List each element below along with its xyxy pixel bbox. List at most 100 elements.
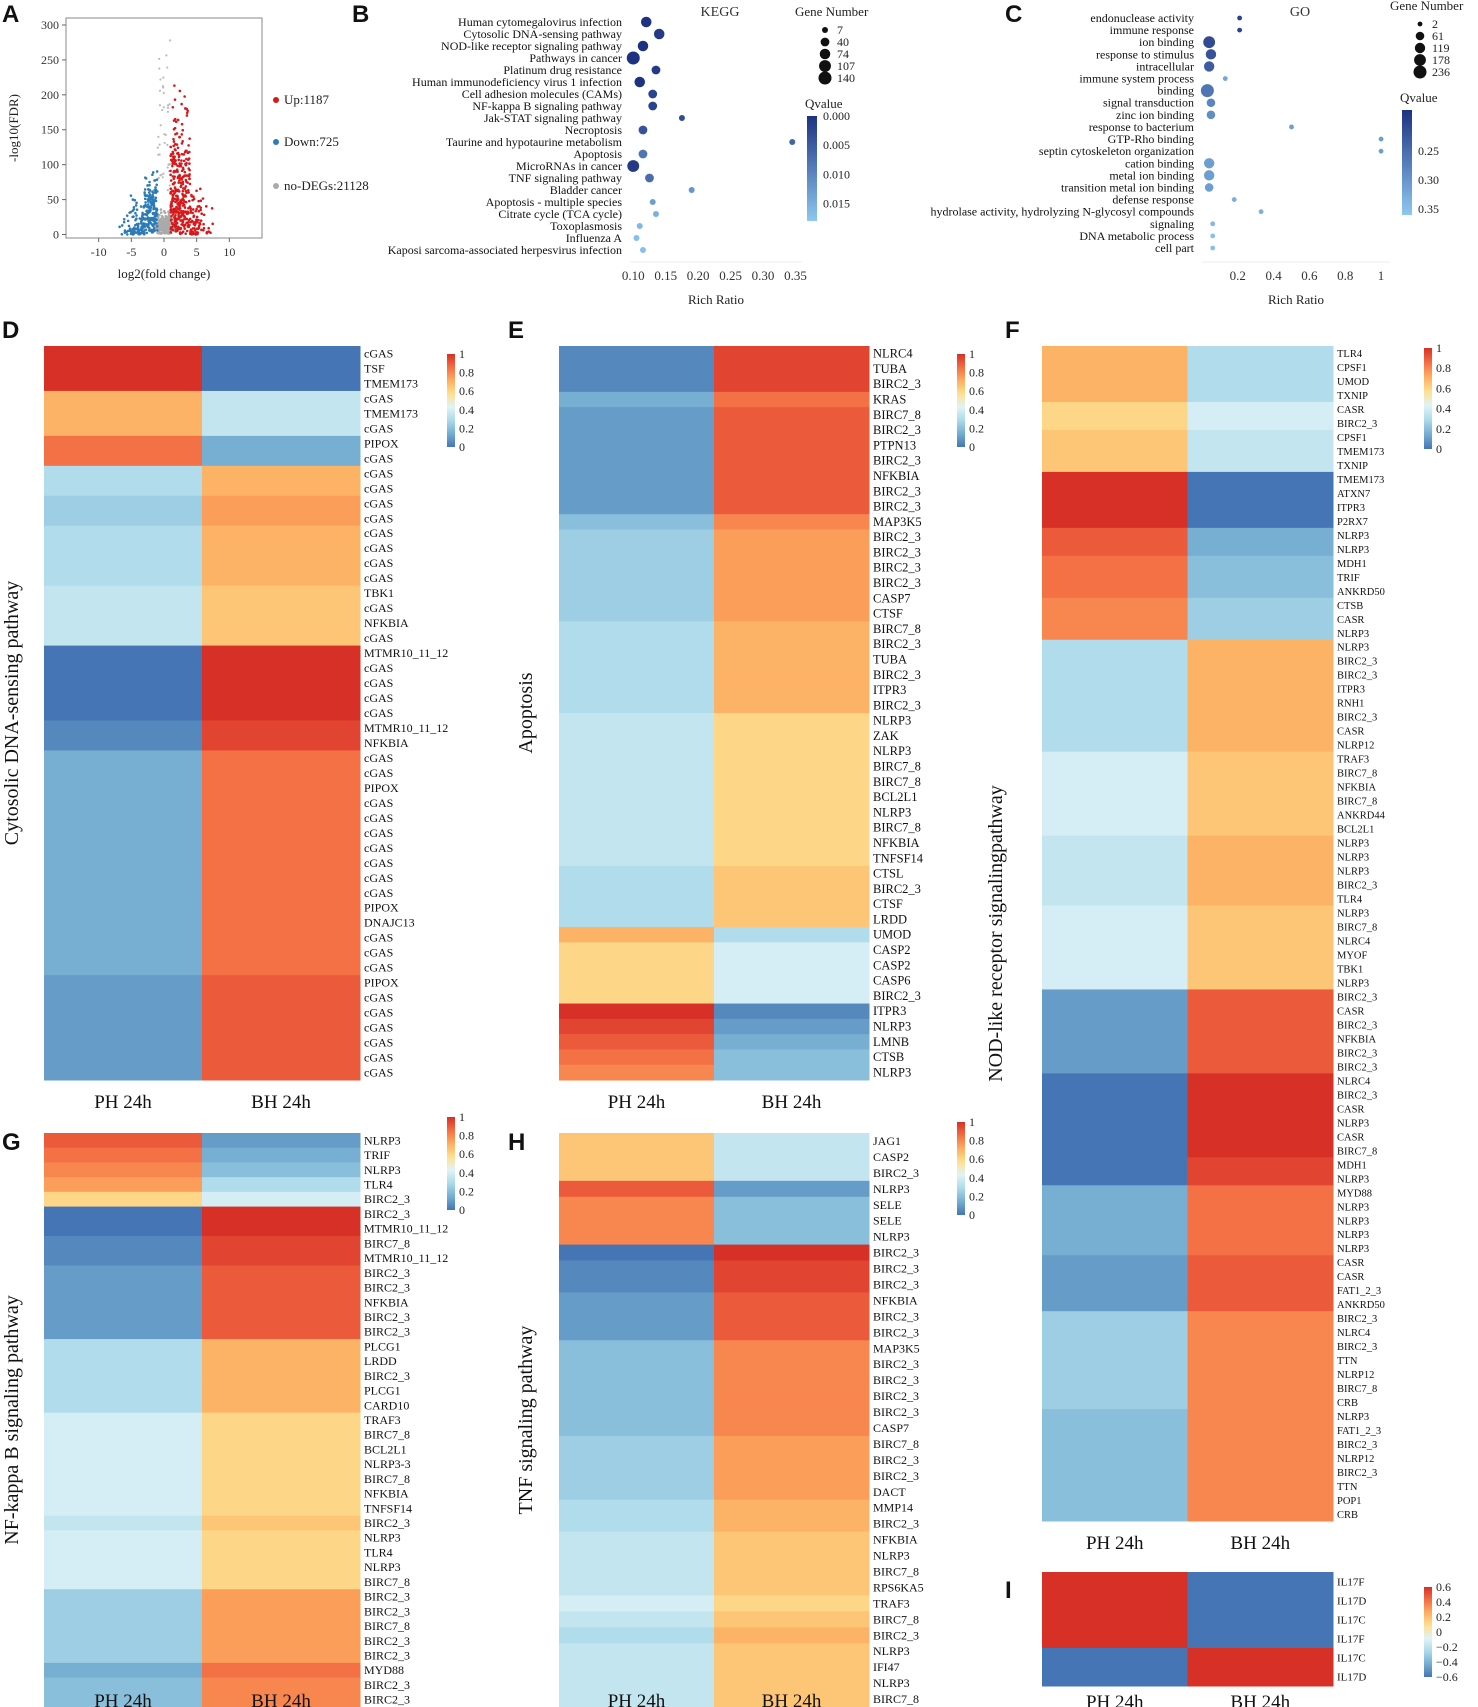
point-down bbox=[131, 232, 135, 236]
x-tick-label: 0.30 bbox=[752, 268, 775, 283]
size-legend-label: 178 bbox=[1432, 53, 1450, 67]
point-up bbox=[173, 215, 176, 219]
row-label: ITPR3 bbox=[873, 683, 906, 697]
point-down bbox=[140, 228, 143, 231]
row-label: BIRC2_3 bbox=[1337, 1062, 1377, 1073]
heat-cell-ph bbox=[1042, 1367, 1188, 1382]
heat-cell-ph bbox=[559, 1324, 715, 1341]
heat-cell-ph bbox=[44, 975, 203, 991]
point-up bbox=[172, 140, 176, 143]
row-label: ITPR3 bbox=[873, 1004, 906, 1018]
heat-cell-ph bbox=[44, 810, 203, 826]
heat-cell-bh bbox=[202, 825, 361, 841]
point-no-deg bbox=[159, 208, 163, 211]
heat-cell-bh bbox=[714, 1260, 870, 1277]
category-label: septin cytoskeleton organization bbox=[1039, 144, 1194, 158]
row-label: BIRC2_3 bbox=[873, 484, 921, 498]
row-label: NLRP3 bbox=[873, 805, 911, 819]
point-down bbox=[155, 224, 159, 228]
point-up bbox=[199, 206, 203, 209]
point-up bbox=[199, 187, 202, 191]
row-label: BIRC2_3 bbox=[873, 1357, 919, 1371]
row-label: cGAS bbox=[364, 451, 393, 465]
pathway-label: TNF signaling pathway bbox=[515, 1326, 537, 1515]
row-label: BIRC2_3 bbox=[364, 1693, 410, 1707]
heat-cell-ph bbox=[44, 1500, 203, 1517]
point-up bbox=[194, 233, 197, 236]
row-label: TNFSF14 bbox=[873, 851, 924, 865]
heat-cell-ph bbox=[1042, 821, 1188, 837]
row-label: ANKRD44 bbox=[1337, 811, 1386, 822]
heat-cell-bh bbox=[202, 1692, 361, 1707]
row-label: NLRP3 bbox=[1337, 839, 1369, 850]
row-label: BCL2L1 bbox=[873, 790, 917, 804]
point-up bbox=[207, 226, 210, 230]
heat-cell-ph bbox=[44, 1309, 203, 1325]
row-label: MYOF bbox=[1337, 950, 1368, 961]
category-label: TNF signaling pathway bbox=[509, 171, 622, 185]
point-up bbox=[184, 189, 188, 193]
heat-cell-ph bbox=[559, 972, 715, 989]
point-no-deg bbox=[162, 172, 165, 175]
heat-cell-bh bbox=[1187, 849, 1334, 865]
heat-cell-ph bbox=[44, 1265, 203, 1281]
row-label: MMP14 bbox=[873, 1501, 913, 1515]
point-up bbox=[177, 190, 181, 193]
point-no-deg bbox=[162, 76, 165, 79]
heat-cell-ph bbox=[559, 957, 715, 974]
point-down bbox=[131, 227, 135, 231]
heat-cell-ph bbox=[1042, 1353, 1188, 1368]
point-down bbox=[143, 197, 147, 201]
row-label: BIRC7_8 bbox=[873, 760, 921, 774]
scale-tick-label: 0.8 bbox=[459, 366, 474, 380]
row-label: PTPN13 bbox=[873, 438, 916, 452]
heat-cell-ph bbox=[44, 690, 203, 707]
color-legend-title: Qvalue bbox=[1400, 90, 1438, 105]
point-no-deg bbox=[161, 217, 164, 220]
row-label: cGAS bbox=[364, 811, 393, 825]
heat-cell-bh bbox=[1187, 1667, 1334, 1687]
row-label: cGAS bbox=[364, 691, 393, 705]
heat-cell-bh bbox=[202, 705, 361, 721]
point-down bbox=[130, 232, 133, 235]
point-up bbox=[182, 187, 186, 190]
panel-label-E: E bbox=[508, 317, 524, 344]
point-up bbox=[169, 169, 172, 173]
row-label: CTSB bbox=[873, 1050, 904, 1064]
heat-cell-ph bbox=[1042, 359, 1188, 375]
row-label: cGAS bbox=[364, 391, 393, 405]
point-up bbox=[170, 215, 173, 218]
point-no-deg bbox=[169, 39, 172, 42]
point-no-deg bbox=[167, 228, 170, 231]
point-up bbox=[195, 207, 198, 211]
row-label: BIRC2_3 bbox=[1337, 1342, 1377, 1353]
point-up bbox=[171, 194, 175, 197]
color-legend-tick: 0.000 bbox=[823, 109, 850, 123]
y-tick-label: 250 bbox=[41, 53, 59, 67]
point-down bbox=[156, 229, 159, 232]
heat-cell-ph bbox=[44, 1147, 203, 1163]
point-down bbox=[151, 171, 155, 174]
heat-cell-ph bbox=[1042, 709, 1188, 725]
heat-cell-bh bbox=[202, 570, 361, 587]
heat-cell-bh bbox=[1187, 499, 1334, 515]
point-no-deg bbox=[166, 189, 169, 192]
dot-point bbox=[1237, 27, 1243, 33]
color-legend-bar bbox=[807, 116, 817, 221]
color-legend-bar bbox=[1402, 110, 1412, 215]
heat-cell-ph bbox=[1042, 1339, 1188, 1354]
panel-label-F: F bbox=[1005, 317, 1020, 344]
point-up bbox=[178, 231, 182, 235]
row-label: MYD88 bbox=[364, 1663, 404, 1677]
color-legend-tick: 0.35 bbox=[1418, 202, 1439, 216]
heat-cell-ph bbox=[559, 1611, 715, 1628]
heat-cell-bh bbox=[714, 498, 870, 515]
heat-cell-ph bbox=[559, 605, 715, 622]
heat-cell-ph bbox=[1042, 1297, 1188, 1312]
heat-cell-ph bbox=[1042, 387, 1188, 403]
row-label: TRIF bbox=[1337, 573, 1360, 584]
row-label: cGAS bbox=[364, 706, 393, 720]
heat-cell-ph bbox=[44, 1236, 203, 1252]
heat-cell-ph bbox=[559, 1515, 715, 1533]
row-label: BIRC7_8 bbox=[1337, 1146, 1377, 1157]
